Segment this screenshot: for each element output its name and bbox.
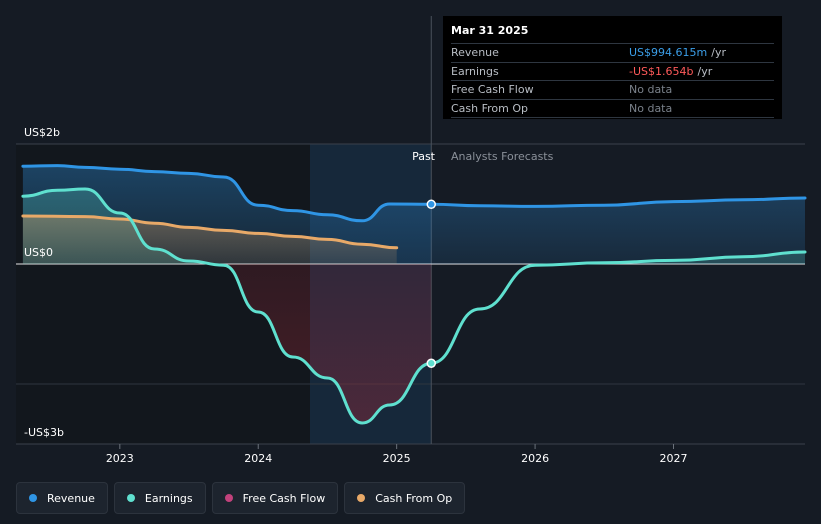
tooltip-row-earnings: Earnings -US$1.654b /yr xyxy=(451,61,774,81)
legend-item-cash-from-op[interactable]: Cash From Op xyxy=(344,482,466,514)
x-tick-label: 2026 xyxy=(521,452,549,465)
legend-item-revenue[interactable]: Revenue xyxy=(16,482,108,514)
tooltip-value: US$994.615m xyxy=(629,46,708,59)
past-label: Past xyxy=(412,150,436,163)
revenue-marker xyxy=(426,199,437,210)
cash-from-op-line xyxy=(21,214,399,250)
free-cash-flow-dot-icon xyxy=(224,494,233,502)
earnings-marker xyxy=(426,358,437,368)
tooltip: Mar 31 2025 Revenue US$994.615m /yr Earn… xyxy=(443,16,782,119)
tooltip-row-cash-from-op: Cash From Op No data xyxy=(451,98,774,118)
tooltip-date: Mar 31 2025 xyxy=(451,24,529,37)
y-axis-bottom-label: -US$3b xyxy=(24,426,64,439)
y-axis-zero-label: US$0 xyxy=(24,246,53,259)
tooltip-row-revenue: Revenue US$994.615m /yr xyxy=(451,43,774,62)
tooltip-unit: /yr xyxy=(697,64,713,78)
x-tick-label: 2027 xyxy=(660,452,688,465)
legend: Revenue Earnings Free Cash Flow Cash Fro… xyxy=(16,482,466,514)
revenue-dot-icon xyxy=(29,494,37,502)
cash-from-op-area xyxy=(22,216,397,264)
earnings-line xyxy=(21,187,807,425)
tooltip-label: Earnings xyxy=(451,64,499,78)
x-tick-label: 2025 xyxy=(383,452,411,465)
legend-label: Cash From Op xyxy=(375,491,453,505)
tooltip-label: Revenue xyxy=(451,46,499,59)
revenue-line xyxy=(21,164,807,223)
legend-label: Earnings xyxy=(144,491,193,505)
forecast-label: Analysts Forecasts xyxy=(451,150,554,163)
legend-item-free-cash-flow[interactable]: Free Cash Flow xyxy=(211,482,339,514)
tooltip-row-free-cash-flow: Free Cash Flow No data xyxy=(451,80,774,99)
legend-item-earnings[interactable]: Earnings xyxy=(113,482,206,514)
earnings-dot-icon xyxy=(126,494,135,502)
legend-label: Revenue xyxy=(47,491,95,505)
earnings-area-negative xyxy=(22,264,432,423)
tooltip-label: Free Cash Flow xyxy=(451,83,534,96)
legend-label: Free Cash Flow xyxy=(242,491,326,505)
y-axis-top-label: US$2b xyxy=(24,126,60,139)
tooltip-unit: /yr xyxy=(711,46,726,59)
x-tick-label: 2024 xyxy=(244,452,272,465)
x-tick-label: 2023 xyxy=(106,452,134,465)
tooltip-label: Cash From Op xyxy=(451,101,529,115)
tooltip-value: No data xyxy=(629,101,673,115)
cash-from-op-dot-icon xyxy=(357,494,366,502)
tooltip-value: -US$1.654b xyxy=(629,64,694,78)
tooltip-value: No data xyxy=(629,83,673,96)
